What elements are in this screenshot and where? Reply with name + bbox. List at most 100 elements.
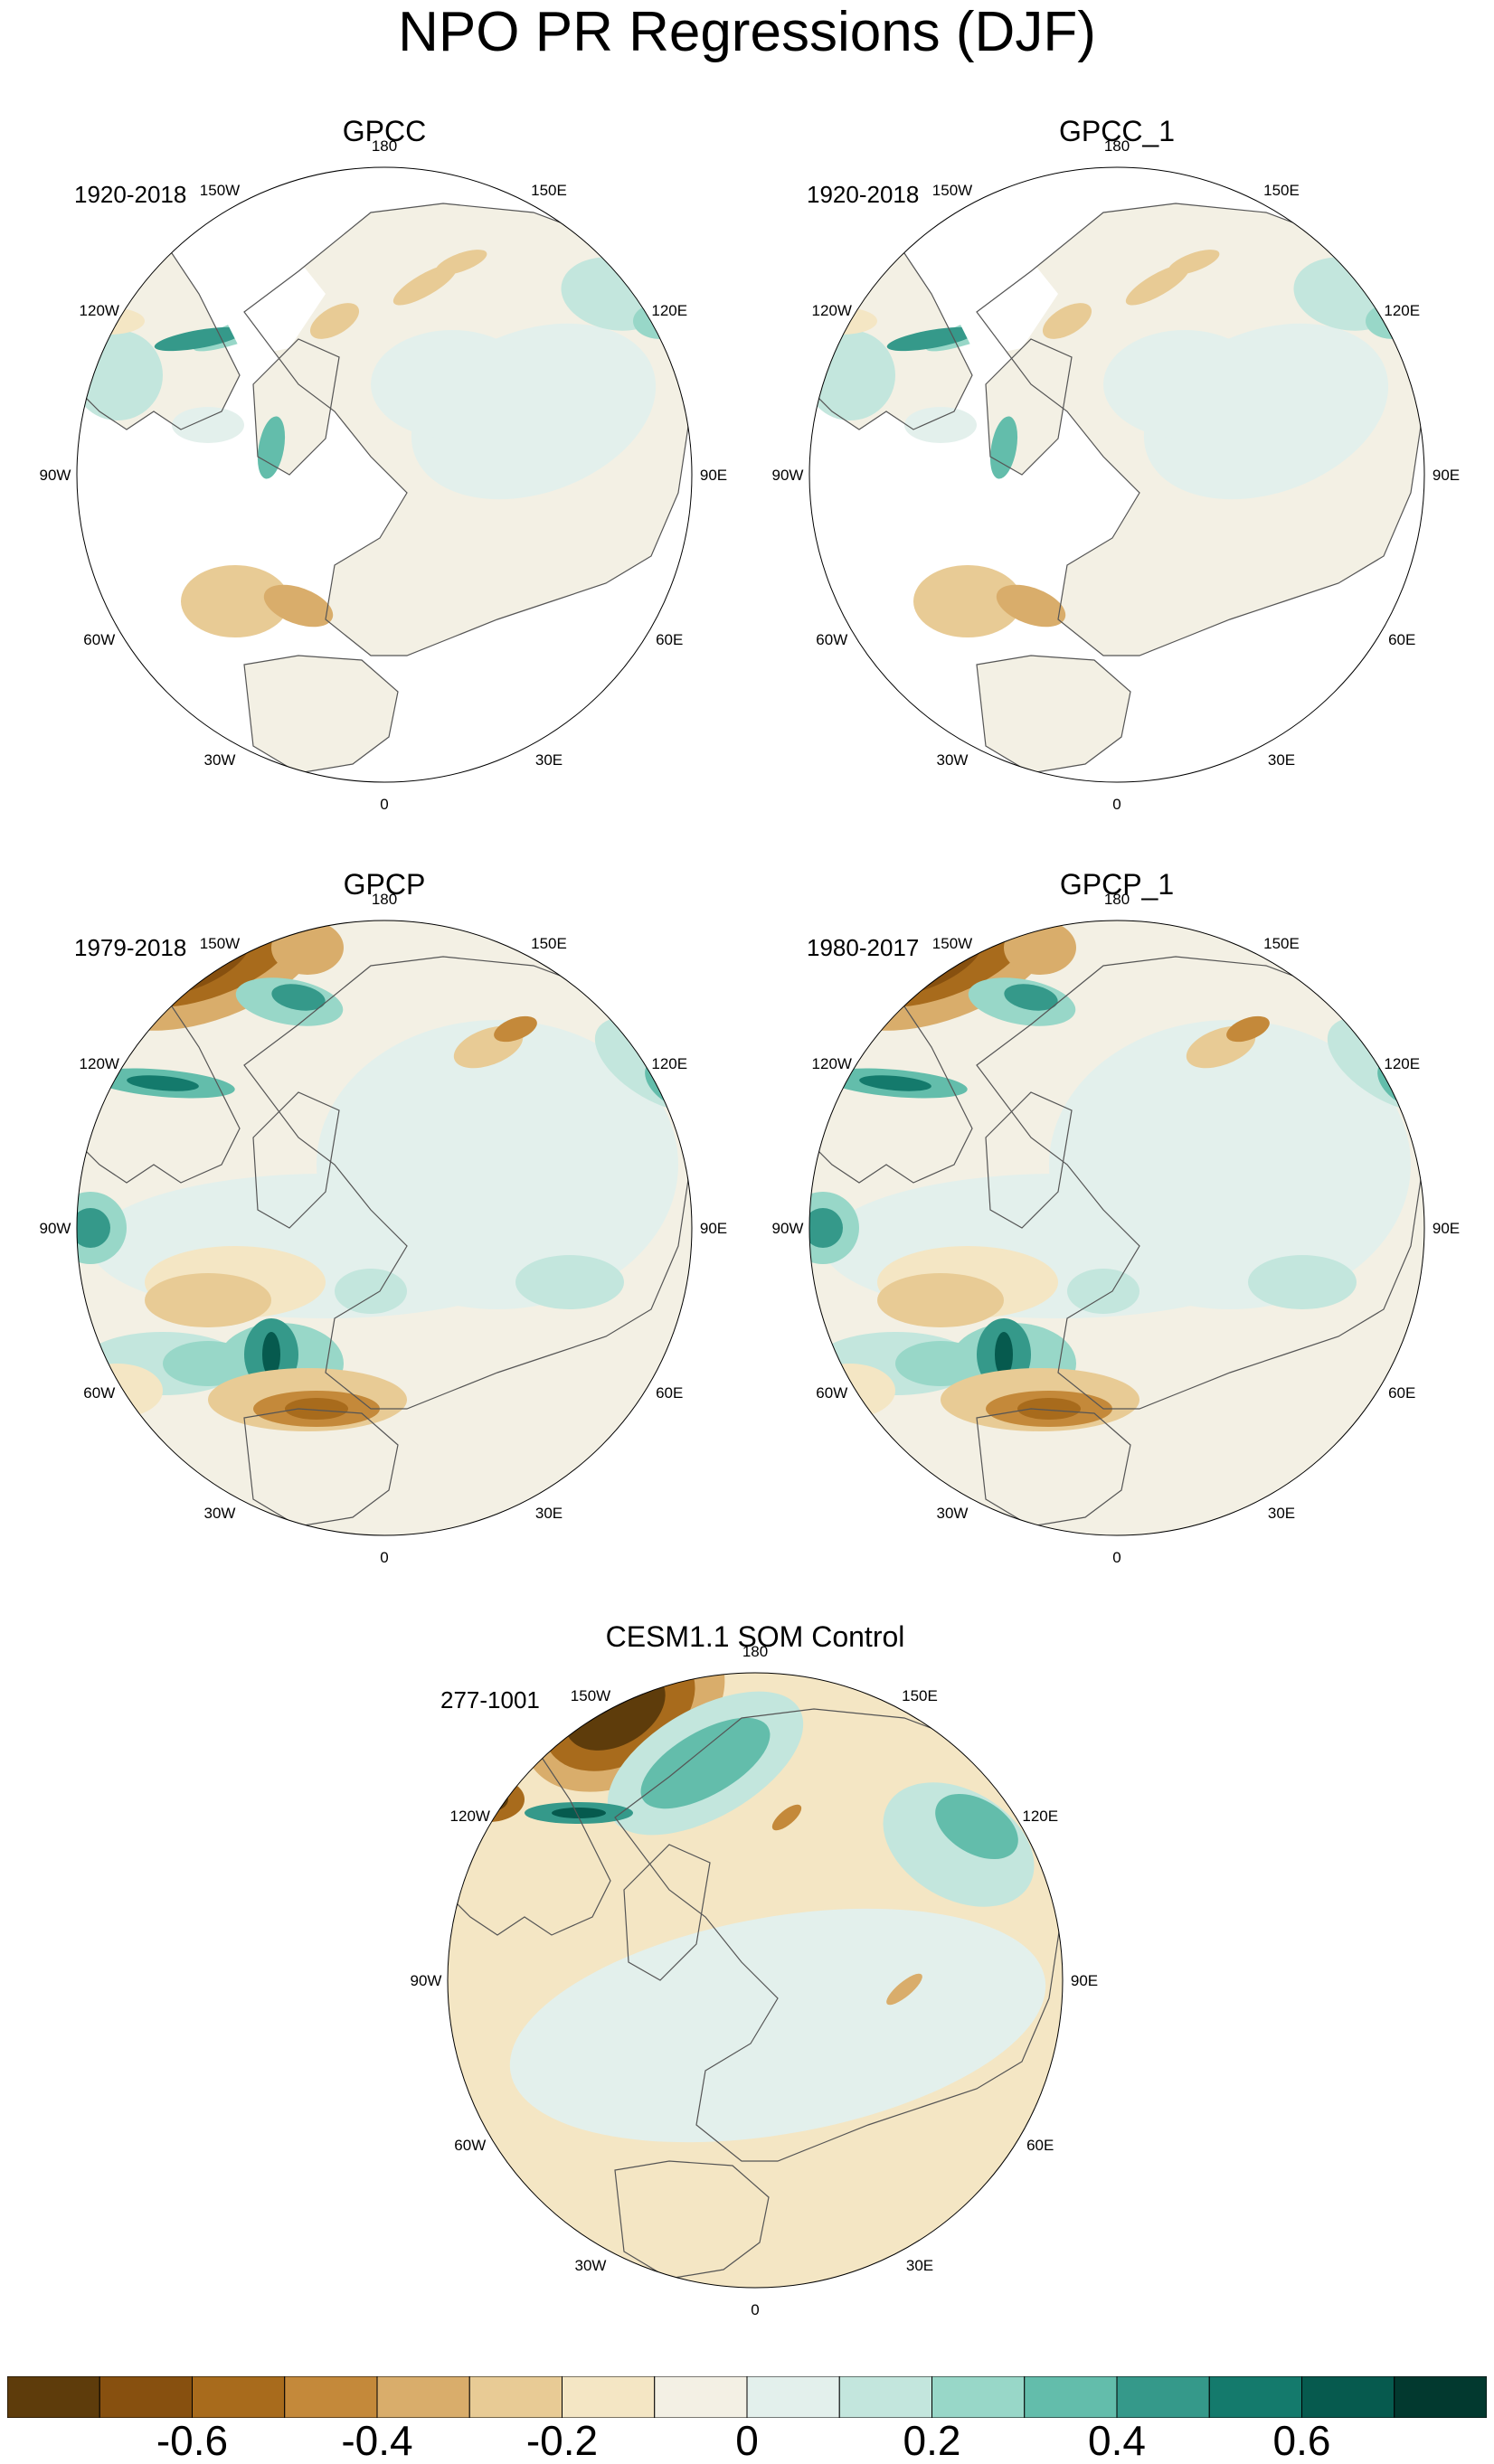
- longitude-label: 150W: [932, 182, 972, 199]
- anomaly-patch: [859, 1075, 931, 1091]
- colorbar-tick: -0.6: [156, 2417, 229, 2464]
- region-shape: [243, 956, 692, 1410]
- longitude-label: 30W: [575, 2257, 607, 2274]
- region-shape: [243, 1408, 399, 1527]
- anomaly-patch: [285, 1398, 348, 1420]
- panel-period: 1979-2018: [74, 934, 187, 961]
- panel-period: 1980-2017: [807, 934, 920, 961]
- anomaly-patch: [515, 1255, 624, 1309]
- colorbar-swatch: [1301, 2376, 1395, 2418]
- anomaly-patch: [181, 565, 289, 637]
- longitude-label: 0: [380, 796, 388, 813]
- colorbar-swatch: [468, 2376, 563, 2418]
- region-shape: [976, 1408, 1131, 1527]
- anomaly-patch: [995, 1332, 1013, 1377]
- panel-title: GPCP_1: [1059, 868, 1175, 901]
- map-panel-cesm: CESM1.1 SOM Control 277-1001 180 150E 120E…: [398, 1619, 1112, 2324]
- longitude-label: 90W: [411, 1972, 442, 1989]
- region-shape: [976, 956, 1424, 1410]
- longitude-label: 60W: [454, 2137, 486, 2154]
- panel-period: 1920-2018: [74, 181, 187, 208]
- region-shape: [614, 1708, 1063, 2162]
- anomaly-patch: [904, 407, 977, 443]
- region-shape: [985, 338, 1073, 476]
- anomaly-patch: [271, 920, 344, 975]
- map-panel-gpcc: GPCC 1920-2018 180 150E 120E 90E 60E 30E 0 30W 6…: [27, 113, 742, 818]
- colorbar-swatch: [284, 2376, 378, 2418]
- longitude-label: 120E: [1384, 302, 1420, 319]
- longitude-label: 30E: [535, 1505, 563, 1522]
- longitude-label: 120E: [651, 302, 687, 319]
- colorbar-swatch: [746, 2376, 840, 2418]
- colorbar-tick: 0.2: [903, 2417, 961, 2464]
- map-frame: [76, 166, 693, 783]
- longitude-label: 90W: [772, 1220, 804, 1237]
- colorbar-tick: -0.4: [341, 2417, 413, 2464]
- anomaly-patch: [1125, 264, 1190, 306]
- map-frame: [808, 166, 1425, 783]
- longitude-label: 60E: [656, 1384, 683, 1402]
- anomaly-patch: [371, 330, 534, 439]
- anomaly-patch: [335, 1269, 407, 1314]
- anomaly-patch: [1017, 1398, 1081, 1420]
- region-shape: [941, 249, 1058, 357]
- longitude-label: 60W: [83, 1384, 115, 1402]
- longitude-label: 150E: [902, 1687, 938, 1704]
- polar-map: 180 150E 120E 90E 60E 30E 0 30W 60W 90W 120W 150W: [772, 137, 1461, 813]
- colorbar-swatch: [1394, 2376, 1487, 2418]
- region-shape: [208, 249, 326, 357]
- longitude-label: 120E: [1022, 1808, 1058, 1825]
- longitude-label: 180: [1104, 137, 1130, 155]
- map-panel-gpcp-1: GPCP_1 1980-2017 180 150E 120E 90E 60E 30E 0 30…: [760, 866, 1474, 1572]
- longitude-label: 150W: [571, 1687, 610, 1704]
- panel-title: GPCC_1: [1058, 115, 1176, 147]
- anomaly-patch: [989, 416, 1018, 479]
- anomaly-patch: [935, 1793, 1018, 1860]
- map-panel-gpcc-1: GPCC_1 1920-2018 180 150E 120E 90E 60E 30E 0 30…: [760, 113, 1474, 818]
- longitude-label: 90W: [772, 467, 804, 484]
- panel-title: GPCP: [343, 868, 426, 901]
- anomaly-patch: [809, 330, 895, 420]
- longitude-label: 150E: [1263, 182, 1300, 199]
- colorbar-tick: 0.6: [1272, 2417, 1331, 2464]
- anomaly-patch: [509, 1908, 1046, 2143]
- longitude-label: 180: [1104, 891, 1130, 908]
- anomaly-patch: [77, 1208, 110, 1248]
- longitude-label: 60E: [1026, 2137, 1054, 2154]
- panel-period: 1920-2018: [807, 181, 920, 208]
- colorbar: [7, 2376, 1487, 2418]
- colorbar-swatch: [931, 2376, 1026, 2418]
- colorbar-swatch: [838, 2376, 932, 2418]
- longitude-label: 30W: [937, 751, 969, 769]
- map-frame: [76, 920, 693, 1536]
- longitude-label: 150E: [531, 182, 567, 199]
- longitude-label: 60E: [1388, 631, 1415, 648]
- longitude-label: 180: [372, 137, 397, 155]
- longitude-label: 120W: [812, 302, 852, 319]
- panel-title: GPCC: [342, 115, 427, 147]
- longitude-label: 0: [751, 2301, 759, 2318]
- map-panel-gpcp: GPCP 1979-2018 180 150E 120E 90E 60E 30E 0 30W 6…: [27, 866, 742, 1572]
- longitude-label: 150W: [932, 935, 972, 952]
- colorbar-swatch: [1208, 2376, 1302, 2418]
- longitude-label: 90E: [1071, 1972, 1098, 1989]
- longitude-label: 30W: [937, 1505, 969, 1522]
- longitude-label: 150E: [531, 935, 567, 952]
- longitude-label: 30E: [1268, 751, 1295, 769]
- anomaly-patch: [1004, 984, 1058, 1011]
- anomaly-patch: [877, 1273, 1004, 1327]
- polar-map: 180 150E 120E 90E 60E 30E 0 30W 60W 90W 120W 150W: [772, 891, 1461, 1566]
- region-shape: [244, 656, 398, 773]
- anomaly-patch: [996, 584, 1066, 628]
- anomaly-patch: [494, 1015, 537, 1043]
- longitude-label: 150W: [200, 182, 240, 199]
- colorbar-tick: 0.4: [1088, 2417, 1146, 2464]
- anomaly-patch: [1103, 330, 1266, 439]
- colorbar-swatch: [1024, 2376, 1118, 2418]
- anomaly-patch: [1226, 1015, 1270, 1043]
- longitude-label: 90E: [700, 1220, 727, 1237]
- anomaly-patch: [1004, 920, 1076, 975]
- longitude-label: 180: [742, 1643, 768, 1660]
- longitude-label: 90E: [1433, 467, 1460, 484]
- region-shape: [243, 203, 692, 656]
